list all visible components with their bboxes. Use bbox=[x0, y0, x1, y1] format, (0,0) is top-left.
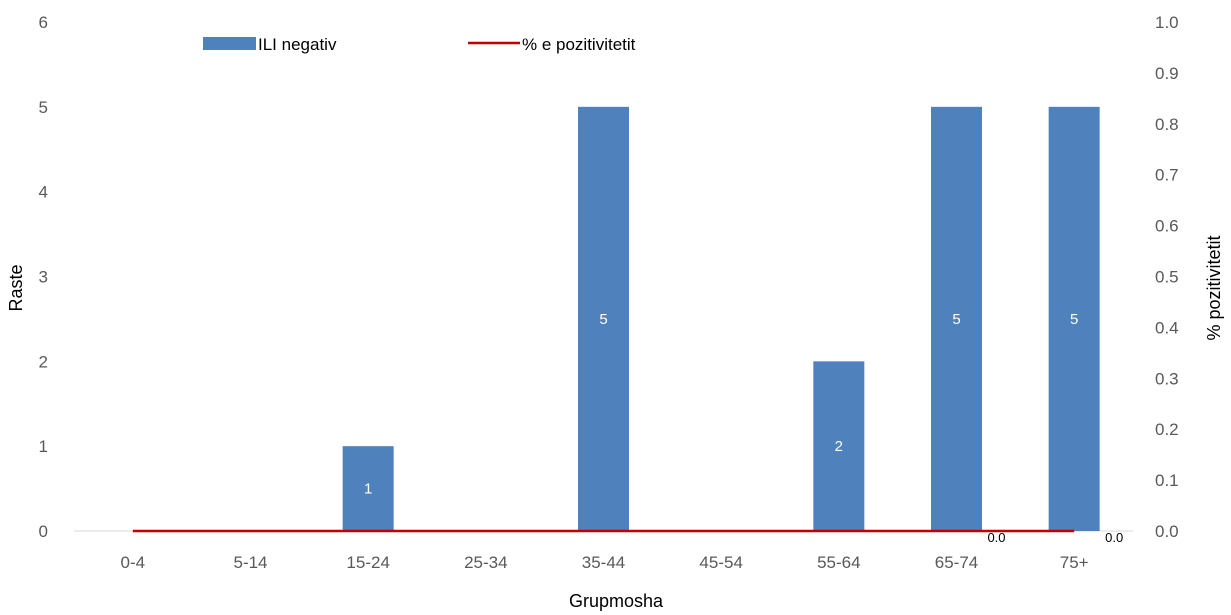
y2-tick-label: 0.5 bbox=[1155, 268, 1179, 287]
bar-data-label: 1 bbox=[364, 481, 372, 498]
bar-data-label: 2 bbox=[835, 438, 843, 455]
legend-swatch-bar bbox=[203, 37, 256, 50]
bar bbox=[578, 106, 629, 531]
y-tick-label: 1 bbox=[39, 437, 48, 456]
bar bbox=[931, 106, 982, 531]
bar bbox=[1048, 106, 1100, 531]
bar bbox=[813, 361, 865, 531]
y-axis-title: Raste bbox=[6, 264, 26, 311]
x-axis-ticks: 0-4 5-14 15-24 25-34 35-44 45-54 55-64 65-74 75+ bbox=[121, 553, 1089, 572]
bar-data-label: 5 bbox=[1070, 311, 1078, 328]
y2-tick-label: 0.9 bbox=[1155, 64, 1179, 83]
y2-tick-label: 0.2 bbox=[1155, 420, 1179, 439]
y-tick-label: 5 bbox=[39, 98, 48, 117]
x-tick-label: 15-24 bbox=[346, 553, 389, 572]
y2-axis-ticks: 0.0 0.1 0.2 0.3 0.4 0.5 0.6 0.7 0.8 0.9 1.0 bbox=[1155, 13, 1179, 541]
x-tick-label: 5-14 bbox=[233, 553, 267, 572]
y-tick-label: 0 bbox=[39, 522, 48, 541]
legend: ILI negativ % e pozitivitetit bbox=[203, 35, 636, 54]
line-data-label: 0.0 bbox=[1105, 530, 1123, 545]
legend-label-line: % e pozitivitetit bbox=[522, 35, 636, 54]
x-tick-label: 65-74 bbox=[935, 553, 978, 572]
legend-label-bar: ILI negativ bbox=[258, 35, 337, 54]
y2-axis-title: % pozitivitetit bbox=[1204, 235, 1224, 340]
x-axis-title: Grupmosha bbox=[569, 591, 664, 611]
x-tick-label: 35-44 bbox=[582, 553, 625, 572]
bar bbox=[342, 446, 394, 531]
y2-tick-label: 0.0 bbox=[1155, 522, 1179, 541]
y2-tick-label: 0.3 bbox=[1155, 369, 1179, 388]
y-tick-label: 6 bbox=[39, 13, 48, 32]
y-tick-label: 3 bbox=[39, 268, 48, 287]
bar-series bbox=[342, 106, 1100, 531]
line-data-label: 0.0 bbox=[987, 530, 1005, 545]
y2-tick-label: 0.7 bbox=[1155, 166, 1179, 185]
bar-data-label: 5 bbox=[599, 311, 607, 328]
x-tick-label: 25-34 bbox=[464, 553, 507, 572]
y2-tick-label: 0.8 bbox=[1155, 115, 1179, 134]
y-tick-label: 4 bbox=[39, 183, 48, 202]
line-data-labels: 0.0 0.0 bbox=[987, 530, 1123, 545]
y-axis-ticks: 0 1 2 3 4 5 6 bbox=[39, 13, 48, 541]
x-tick-label: 0-4 bbox=[121, 553, 146, 572]
x-tick-label: 55-64 bbox=[817, 553, 860, 572]
x-tick-label: 75+ bbox=[1060, 553, 1089, 572]
y-tick-label: 2 bbox=[39, 352, 48, 371]
y2-tick-label: 0.4 bbox=[1155, 318, 1179, 337]
y2-tick-label: 0.6 bbox=[1155, 217, 1179, 236]
y2-tick-label: 0.1 bbox=[1155, 471, 1179, 490]
x-tick-label: 45-54 bbox=[699, 553, 742, 572]
bar-data-label: 5 bbox=[952, 311, 960, 328]
bar-data-labels: 1 5 2 5 5 bbox=[364, 311, 1078, 498]
y2-tick-label: 1.0 bbox=[1155, 13, 1179, 32]
